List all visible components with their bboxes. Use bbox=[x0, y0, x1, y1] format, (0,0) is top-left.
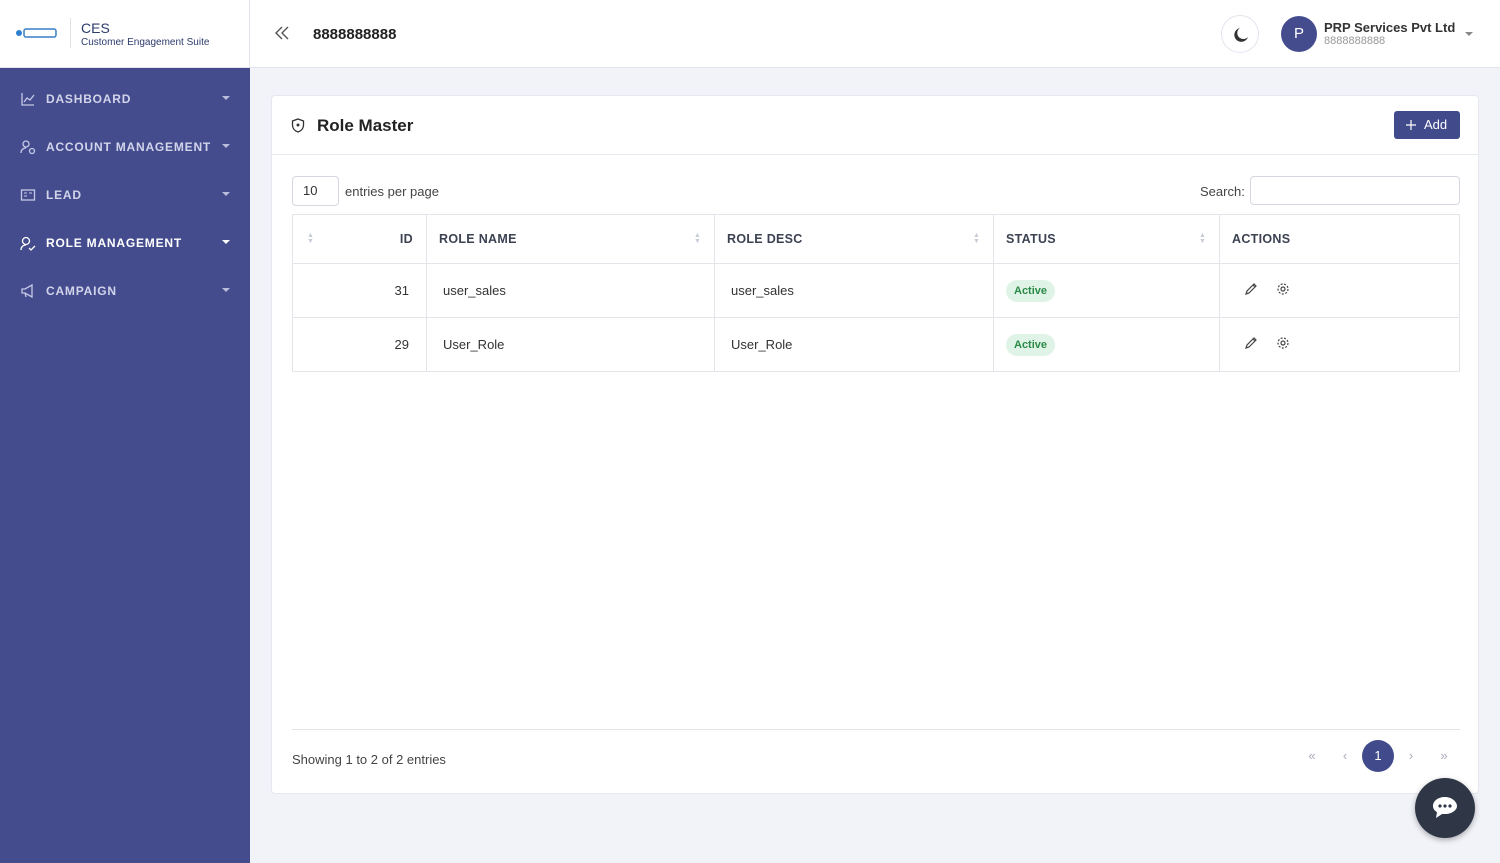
nav-item[interactable]: CAMPAIGN bbox=[0, 267, 250, 315]
edit-icon bbox=[1245, 337, 1257, 349]
nav-label: LEAD bbox=[46, 188, 82, 202]
actions-cell bbox=[1219, 263, 1460, 318]
nav-label: CAMPAIGN bbox=[46, 284, 117, 298]
cell-text: User_Role bbox=[443, 337, 505, 352]
brand-title: CES bbox=[81, 20, 110, 36]
table-cell: Active bbox=[993, 263, 1220, 318]
search-input[interactable] bbox=[1250, 176, 1460, 205]
chat-icon bbox=[1433, 797, 1457, 818]
nav-label: ROLE MANAGEMENT bbox=[46, 236, 182, 250]
nav-item[interactable]: DASHBOARD bbox=[0, 75, 250, 123]
collapse-button[interactable] bbox=[275, 26, 289, 40]
icon bbox=[21, 93, 35, 106]
nav-item[interactable]: ACCOUNT MANAGEMENT bbox=[0, 123, 250, 171]
page-size-select[interactable]: 10 bbox=[292, 176, 339, 206]
table-cell: user_sales bbox=[426, 263, 715, 318]
avatar[interactable]: P bbox=[1281, 16, 1317, 52]
user-name: PRP Services Pvt Ltd bbox=[1324, 20, 1456, 35]
page-nav[interactable]: › bbox=[1408, 748, 1414, 763]
nav-item[interactable]: LEAD bbox=[0, 171, 250, 219]
cell-text: User_Role bbox=[731, 337, 793, 352]
icon bbox=[21, 283, 33, 299]
sort-icon: ▲ ▼ bbox=[973, 232, 981, 245]
table-cell: 31 bbox=[292, 263, 427, 318]
brand-subtitle: Customer Engagement Suite bbox=[81, 37, 210, 48]
settings-button[interactable] bbox=[1276, 283, 1290, 299]
moon-icon bbox=[1234, 28, 1248, 42]
cell-text: 29 bbox=[394, 337, 409, 352]
cell-text: user_sales bbox=[443, 283, 506, 298]
settings-icon bbox=[1277, 337, 1289, 349]
nav-item[interactable]: ROLE MANAGEMENT bbox=[0, 219, 250, 267]
icon bbox=[20, 236, 36, 251]
sort-icon: ▲ ▼ bbox=[1199, 232, 1207, 245]
edit-button[interactable] bbox=[1244, 337, 1258, 353]
cell-text: 31 bbox=[394, 283, 409, 298]
nav-label: DASHBOARD bbox=[46, 92, 132, 106]
column-label: ID bbox=[399, 232, 413, 246]
sort-icon: ▲ ▼ bbox=[694, 232, 702, 245]
roles-table: ▲ ▼ ID ROLE NAME ▲ ▼ ROLE DESC ▲ ▼ STATUS ▲ ▼ AC… bbox=[292, 214, 1460, 372]
table-cell: User_Role bbox=[714, 317, 994, 372]
plus-icon bbox=[1406, 120, 1416, 130]
table-cell: User_Role bbox=[426, 317, 715, 372]
column-header[interactable]: ROLE NAME ▲ ▼ bbox=[426, 214, 715, 264]
column-header[interactable]: ▲ ▼ ID bbox=[292, 214, 427, 264]
table-row: 29 User_Role User_Role Active bbox=[292, 317, 1460, 372]
brand: CES Customer Engagement Suite bbox=[0, 0, 250, 68]
header-row: ▲ ▼ ID ROLE NAME ▲ ▼ ROLE DESC ▲ ▼ STATUS ▲ ▼ AC… bbox=[292, 214, 1460, 264]
nav-label: ACCOUNT MANAGEMENT bbox=[46, 140, 212, 154]
add-button[interactable]: Add bbox=[1394, 111, 1460, 139]
column-header[interactable]: STATUS ▲ ▼ bbox=[993, 214, 1220, 264]
actions-cell bbox=[1219, 317, 1460, 372]
column-label: ACTIONS bbox=[1232, 232, 1291, 246]
cell-text: user_sales bbox=[731, 283, 794, 298]
column-header: ACTIONS bbox=[1219, 214, 1460, 264]
logo bbox=[16, 28, 57, 38]
table-cell: user_sales bbox=[714, 263, 994, 318]
icon bbox=[20, 140, 36, 155]
page-current[interactable]: 1 bbox=[1362, 740, 1394, 772]
card-header: Role Master Add bbox=[272, 96, 1478, 155]
status-badge: Active bbox=[1006, 333, 1056, 356]
sidebar: CES Customer Engagement Suite DASHBOARD … bbox=[0, 0, 250, 863]
top-bar: 8888888888 P PRP Services Pvt Ltd 888888… bbox=[250, 0, 1500, 68]
edit-icon bbox=[1245, 283, 1257, 295]
theme-toggle[interactable] bbox=[1221, 15, 1259, 53]
page-size-label: entries per page bbox=[345, 184, 439, 199]
page-nav[interactable]: ‹ bbox=[1342, 748, 1348, 763]
page-nav[interactable]: « bbox=[1308, 748, 1316, 763]
sort-icon: ▲ ▼ bbox=[307, 232, 315, 245]
user-phone: 8888888888 bbox=[1324, 35, 1386, 47]
divider bbox=[70, 18, 71, 48]
divider bbox=[292, 729, 1460, 730]
column-header[interactable]: ROLE DESC ▲ ▼ bbox=[714, 214, 994, 264]
table-body: 31 user_sales user_sales Active 29 User_Role U… bbox=[292, 263, 1460, 372]
table-cell: Active bbox=[993, 317, 1220, 372]
chat-button[interactable] bbox=[1415, 778, 1475, 838]
edit-button[interactable] bbox=[1244, 283, 1258, 299]
status-badge: Active bbox=[1006, 279, 1056, 302]
search-label: Search: bbox=[1200, 184, 1245, 199]
table-row: 31 user_sales user_sales Active bbox=[292, 263, 1460, 318]
column-label: STATUS bbox=[1006, 232, 1056, 246]
table-cell: 29 bbox=[292, 317, 427, 372]
icon bbox=[20, 189, 36, 201]
settings-button[interactable] bbox=[1276, 337, 1290, 353]
table-info: Showing 1 to 2 of 2 entries bbox=[292, 752, 446, 767]
settings-icon bbox=[1277, 283, 1289, 295]
user-menu-caret[interactable] bbox=[1465, 32, 1473, 36]
column-label: ROLE NAME bbox=[439, 232, 517, 246]
page-title: 8888888888 bbox=[313, 26, 397, 43]
column-label: ROLE DESC bbox=[727, 232, 803, 246]
card: Role Master Add 10 entries per page Sear… bbox=[271, 95, 1479, 794]
card-title: Role Master bbox=[317, 116, 414, 135]
add-label: Add bbox=[1424, 117, 1448, 132]
shield-icon bbox=[291, 118, 305, 133]
page-nav[interactable]: » bbox=[1440, 748, 1448, 763]
